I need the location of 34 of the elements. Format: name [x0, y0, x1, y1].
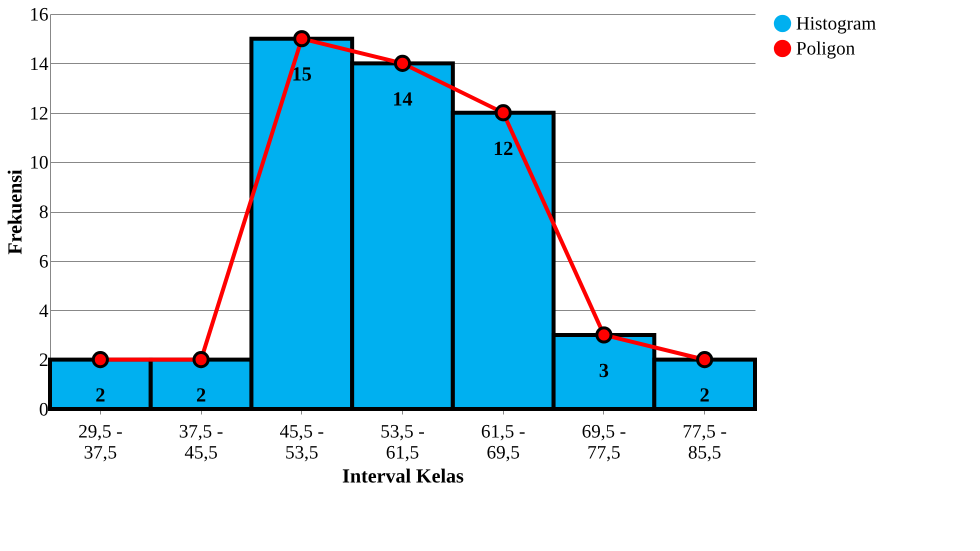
data-label: 15 — [292, 64, 312, 86]
x-tick-label: 53,5 - 61,5 — [380, 422, 425, 464]
x-tick-label: 77,5 - 85,5 — [682, 422, 727, 464]
data-label: 14 — [392, 88, 412, 110]
point — [293, 30, 310, 48]
x-tick-label: 45,5 - 53,5 — [280, 422, 324, 464]
data-label: 12 — [493, 138, 514, 160]
point — [192, 351, 210, 368]
y-tick-label: 14 — [30, 54, 49, 75]
y-tick-label: 10 — [30, 152, 48, 174]
x-tick-label: 29,5 - 37,5 — [78, 422, 123, 464]
legend-label: Poligon — [796, 38, 856, 60]
point — [696, 351, 714, 368]
x-axis-title: Interval Kelas — [342, 466, 464, 488]
y-tick-label: 8 — [39, 202, 48, 223]
y-axis-title: Frekuensi — [4, 168, 26, 255]
y-tick-label: 12 — [30, 103, 48, 124]
point — [494, 104, 512, 122]
point — [92, 351, 109, 368]
y-tick-label: 4 — [39, 300, 49, 322]
data-label: 2 — [700, 384, 710, 407]
data-label: 2 — [95, 384, 106, 407]
point — [595, 326, 612, 344]
y-tick-label: 6 — [39, 251, 48, 272]
legend-label: Histogram — [796, 14, 876, 34]
x-tick-label: 69,5 - 77,5 — [582, 422, 626, 464]
x-tick-label: 37,5 - 45,5 — [178, 422, 224, 464]
x-tick-label: 61,5 - 69,5 — [481, 422, 526, 464]
point — [394, 54, 412, 72]
data-label: 3 — [598, 360, 609, 382]
y-tick-label: 0 — [39, 400, 48, 420]
y-tick-label: 16 — [30, 4, 48, 26]
y-tick-label: 2 — [39, 350, 48, 372]
data-label: 2 — [196, 384, 206, 407]
